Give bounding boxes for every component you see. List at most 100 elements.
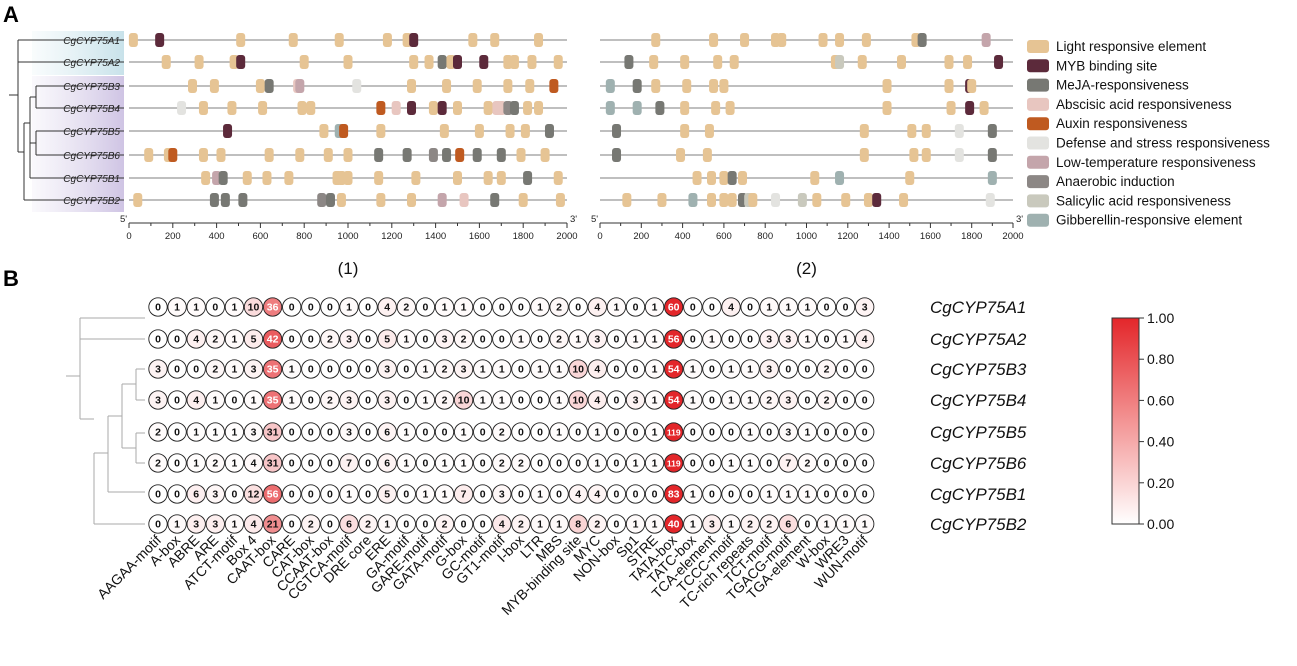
heat-value: 1 — [804, 302, 810, 314]
heat-cell — [358, 484, 378, 504]
element-light — [680, 124, 690, 138]
heat-value: 4 — [594, 395, 600, 407]
heat-value: 0 — [289, 489, 295, 501]
heat-cell — [167, 359, 187, 379]
heat-value: 0 — [308, 489, 314, 501]
heat-value: 1 — [193, 458, 199, 470]
heat-cell — [473, 422, 493, 442]
heat-value: 1 — [633, 458, 639, 470]
heat-value: 0 — [747, 302, 753, 314]
heat-cell — [320, 359, 340, 379]
heat-value: 1 — [633, 334, 639, 346]
heat-cell — [301, 329, 321, 349]
heat-value: 0 — [862, 489, 868, 501]
heat-cell — [511, 329, 531, 349]
heat-cell — [415, 422, 436, 442]
element-meja — [209, 193, 219, 207]
heat-value: 0 — [365, 334, 371, 346]
heat-cell — [778, 422, 798, 442]
heat-value: 1 — [747, 364, 753, 376]
heat-cell — [625, 484, 646, 504]
heat-cell — [205, 297, 225, 317]
heat-value: 119 — [667, 428, 681, 438]
heat-cell — [262, 453, 283, 473]
element-light — [242, 171, 252, 185]
gene-label-CgCYP75B6: CgCYP75B6 — [63, 151, 120, 162]
heat-value: 0 — [766, 458, 772, 470]
element-meja — [632, 79, 642, 93]
heat-value: 1 — [289, 364, 295, 376]
heat-value: 1 — [403, 427, 409, 439]
heat-value: 2 — [461, 334, 467, 346]
element-light — [255, 79, 265, 93]
heat-cell — [797, 484, 818, 504]
element-light — [709, 79, 719, 93]
heat-cell — [664, 484, 684, 504]
heat-value: 0 — [346, 364, 352, 376]
heat-value: 0 — [365, 427, 371, 439]
colorbar: 0.00 0.20 0.40 0.60 0.80 1.00 — [1111, 310, 1174, 532]
heat-value: 0 — [174, 489, 180, 501]
heat-value: 2 — [327, 395, 333, 407]
heat-value: 1 — [747, 458, 753, 470]
heat-cell — [320, 390, 340, 410]
heat-value: 1 — [422, 395, 428, 407]
heat-value: 0 — [518, 489, 524, 501]
heat-cell — [530, 422, 550, 442]
heat-value: 0 — [728, 427, 734, 439]
heat-cell — [492, 422, 512, 442]
element-gibberellin — [688, 193, 698, 207]
group-b-shade — [32, 76, 124, 212]
heat-value: 0 — [308, 427, 314, 439]
gene-label-CgCYP75B2: CgCYP75B2 — [63, 196, 120, 207]
element-light — [841, 193, 851, 207]
heat-value: 0 — [403, 519, 409, 531]
heat-cell — [320, 422, 340, 442]
heat-value: 0 — [365, 302, 371, 314]
element-light — [525, 79, 535, 93]
heat-value: 0 — [403, 395, 409, 407]
legend-label-salicylic: Salicylic acid responsiveness — [1056, 193, 1231, 208]
heat-value: 0 — [365, 395, 371, 407]
legend-label-light: Light responsive element — [1056, 39, 1206, 54]
heat-value: 2 — [556, 302, 562, 314]
element-meja — [218, 171, 228, 185]
heat-cell — [778, 329, 798, 349]
heat-cell — [835, 297, 856, 317]
heat-gene-label: CgCYP75B4 — [930, 391, 1026, 410]
heat-value: 1 — [862, 519, 868, 531]
heat-cell — [473, 453, 493, 473]
heat-value: 56 — [267, 489, 279, 501]
gene-label-CgCYP75A2: CgCYP75A2 — [63, 58, 120, 69]
heat-cell — [473, 390, 493, 410]
heat-value: 83 — [668, 489, 680, 501]
heat-cell — [205, 514, 225, 534]
heat-cell — [549, 484, 569, 504]
heat-value: 3 — [442, 334, 448, 346]
heat-cell — [492, 329, 512, 349]
element-light — [323, 148, 333, 162]
element-light — [133, 193, 143, 207]
element-gibberellin — [987, 171, 997, 185]
heat-cell — [721, 390, 741, 410]
element-light — [468, 33, 478, 47]
heat-cell — [243, 422, 264, 442]
heat-value: 0 — [155, 489, 161, 501]
heat-value: 0 — [365, 458, 371, 470]
heat-cell — [243, 329, 264, 349]
element-light — [144, 148, 154, 162]
element-light — [859, 124, 869, 138]
heat-value: 0 — [174, 458, 180, 470]
heat-value: 0 — [365, 489, 371, 501]
element-light — [899, 193, 909, 207]
heat-cell — [606, 329, 627, 349]
heat-cell — [224, 359, 245, 379]
element-light — [534, 101, 544, 115]
heat-cell — [855, 453, 875, 473]
heat-value: 10 — [248, 302, 260, 314]
heat-cell — [816, 484, 837, 504]
element-meja — [496, 148, 506, 162]
heat-value: 1 — [384, 519, 390, 531]
element-light — [651, 79, 661, 93]
heat-value: 10 — [572, 395, 584, 407]
